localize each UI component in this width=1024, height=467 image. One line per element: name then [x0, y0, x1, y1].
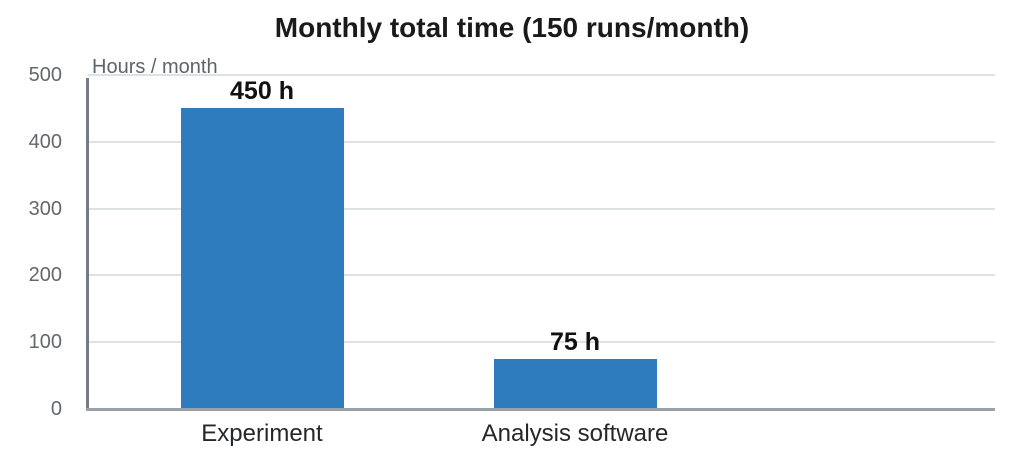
y-tick-label: 400	[28, 130, 62, 153]
bar-value-label: 450 h	[230, 77, 294, 106]
chart-title: Monthly total time (150 runs/month)	[274, 12, 750, 43]
bar	[493, 358, 657, 409]
bar-value-label: 75 h	[549, 327, 601, 356]
y-tick-label: 100	[28, 331, 62, 354]
x-category-label: Experiment	[201, 420, 323, 447]
gridline	[88, 341, 995, 344]
y-axis-line	[86, 78, 89, 411]
y-tick-label: 200	[28, 264, 62, 287]
x-category-label: Analysis software	[481, 420, 669, 447]
gridline	[88, 74, 995, 76]
y-tick-label: 300	[28, 197, 62, 220]
gridline	[88, 207, 995, 210]
y-axis-title: Hours / month	[92, 56, 218, 78]
y-tick-label: 500	[28, 64, 62, 86]
gridline	[88, 274, 995, 277]
x-axis-line	[86, 408, 995, 411]
y-tick-label: 0	[50, 398, 62, 420]
gridline	[88, 140, 995, 143]
bar	[180, 108, 344, 409]
